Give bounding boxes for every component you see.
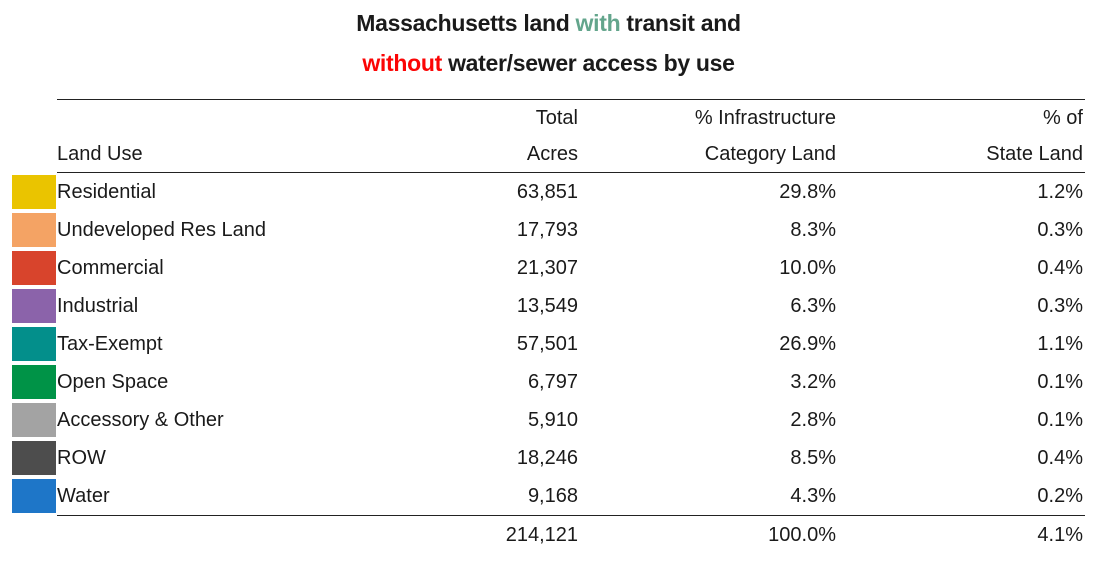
swatch-cell <box>0 287 57 325</box>
total-acres-cell: 9,168 <box>527 485 578 507</box>
swatch-cell <box>0 249 57 287</box>
category-color-swatch <box>12 213 56 247</box>
category-color-swatch <box>12 251 56 285</box>
column-header-label: % Infrastructure <box>694 107 836 129</box>
column-header-pct-infrastructure: % Infrastructure Category Land <box>578 100 836 173</box>
table-top-rule <box>57 99 1085 100</box>
table-row: Water 9,168 4.3% 0.2% <box>0 477 1083 515</box>
swatch-cell <box>0 325 57 363</box>
pct-infrastructure-cell: 6.3% <box>790 295 836 317</box>
total-label-spacer <box>57 516 362 554</box>
land-use-label: Water <box>57 485 110 507</box>
total-swatch-spacer <box>0 516 57 554</box>
category-color-swatch <box>12 441 56 475</box>
total-acres-value: 214,121 <box>505 524 578 546</box>
swatch-cell <box>0 173 57 211</box>
pct-state-cell: 0.4% <box>1037 447 1083 469</box>
column-header-label: Land Use <box>57 143 143 165</box>
category-color-swatch <box>12 365 56 399</box>
land-use-label: Tax-Exempt <box>57 333 163 355</box>
table-row: ROW 18,246 8.5% 0.4% <box>0 439 1083 477</box>
pct-state-cell: 0.1% <box>1037 409 1083 431</box>
pct-infrastructure-cell: 26.9% <box>779 333 836 355</box>
table-row: Commercial 21,307 10.0% 0.4% <box>0 249 1083 287</box>
table-row: Tax-Exempt 57,501 26.9% 1.1% <box>0 325 1083 363</box>
table-header-row: Land Use Total Acres % Infrastructure Ca… <box>0 100 1083 172</box>
swatch-cell <box>0 401 57 439</box>
pct-infrastructure-cell: 3.2% <box>790 371 836 393</box>
table-row: Industrial 13,549 6.3% 0.3% <box>0 287 1083 325</box>
table-row: Accessory & Other 5,910 2.8% 0.1% <box>0 401 1083 439</box>
total-acres-cell: 6,797 <box>527 371 578 393</box>
total-acres-cell: 5,910 <box>527 409 578 431</box>
pct-infrastructure-cell: 29.8% <box>779 181 836 203</box>
total-acres-cell: 17,793 <box>516 219 578 241</box>
title-highlight-without: without <box>362 50 442 76</box>
land-use-label: Industrial <box>57 295 139 317</box>
title-line-1: Massachusetts land with transit and <box>0 3 1097 43</box>
title-text: water/sewer access by use <box>441 50 735 76</box>
pct-infrastructure-cell: 10.0% <box>779 257 836 279</box>
category-color-swatch <box>12 403 56 437</box>
table-row: Residential 63,851 29.8% 1.2% <box>0 173 1083 211</box>
swatch-cell <box>0 439 57 477</box>
title-line-2: without water/sewer access by use <box>0 43 1097 83</box>
pct-state-cell: 1.1% <box>1037 333 1083 355</box>
total-pct-state-value: 4.1% <box>1037 524 1083 546</box>
column-header-label: Category Land <box>704 143 836 165</box>
title-highlight-with: with <box>575 10 621 36</box>
swatch-cell <box>0 211 57 249</box>
swatch-cell <box>0 477 57 515</box>
table-total-row: 214,121 100.0% 4.1% <box>0 516 1083 554</box>
category-color-swatch <box>12 289 56 323</box>
column-header-pct-state-land: % of State Land <box>836 100 1083 173</box>
column-header-land-use: Land Use <box>57 136 362 173</box>
table-row: Open Space 6,797 3.2% 0.1% <box>0 363 1083 401</box>
land-use-label: Residential <box>57 181 156 203</box>
total-acres-cell: 18,246 <box>516 447 578 469</box>
category-color-swatch <box>12 175 56 209</box>
column-header-label: % of <box>1042 107 1083 129</box>
table-row: Undeveloped Res Land 17,793 8.3% 0.3% <box>0 211 1083 249</box>
total-pct-infrastructure-value: 100.0% <box>768 524 836 546</box>
pct-state-cell: 0.4% <box>1037 257 1083 279</box>
swatch-cell <box>0 363 57 401</box>
land-use-label: ROW <box>57 447 106 469</box>
total-acres-cell: 13,549 <box>516 295 578 317</box>
table-body: Residential 63,851 29.8% 1.2% Undevelope… <box>0 173 1097 515</box>
column-header-label: Acres <box>526 143 578 165</box>
pct-state-cell: 0.1% <box>1037 371 1083 393</box>
pct-state-cell: 0.3% <box>1037 295 1083 317</box>
land-use-label: Commercial <box>57 257 164 279</box>
pct-infrastructure-cell: 4.3% <box>790 485 836 507</box>
figure-title: Massachusetts land with transit and with… <box>0 0 1097 99</box>
category-color-swatch <box>12 479 56 513</box>
land-use-label: Undeveloped Res Land <box>57 219 267 241</box>
category-color-swatch <box>12 327 56 361</box>
pct-state-cell: 0.2% <box>1037 485 1083 507</box>
pct-state-cell: 1.2% <box>1037 181 1083 203</box>
column-header-label: Total <box>535 107 578 129</box>
pct-state-cell: 0.3% <box>1037 219 1083 241</box>
title-text: Massachusetts land <box>356 10 576 36</box>
total-acres-cell: 21,307 <box>516 257 578 279</box>
pct-infrastructure-cell: 8.5% <box>790 447 836 469</box>
title-text: transit and <box>620 10 741 36</box>
land-use-label: Accessory & Other <box>57 409 224 431</box>
pct-infrastructure-cell: 2.8% <box>790 409 836 431</box>
total-acres-cell: 57,501 <box>516 333 578 355</box>
land-use-label: Open Space <box>57 371 169 393</box>
column-header-label: State Land <box>986 143 1083 165</box>
column-header-total-acres: Total Acres <box>362 100 578 173</box>
header-bottom-rule <box>57 172 1085 173</box>
total-acres-cell: 63,851 <box>516 181 578 203</box>
total-top-rule <box>57 515 1085 516</box>
pct-infrastructure-cell: 8.3% <box>790 219 836 241</box>
